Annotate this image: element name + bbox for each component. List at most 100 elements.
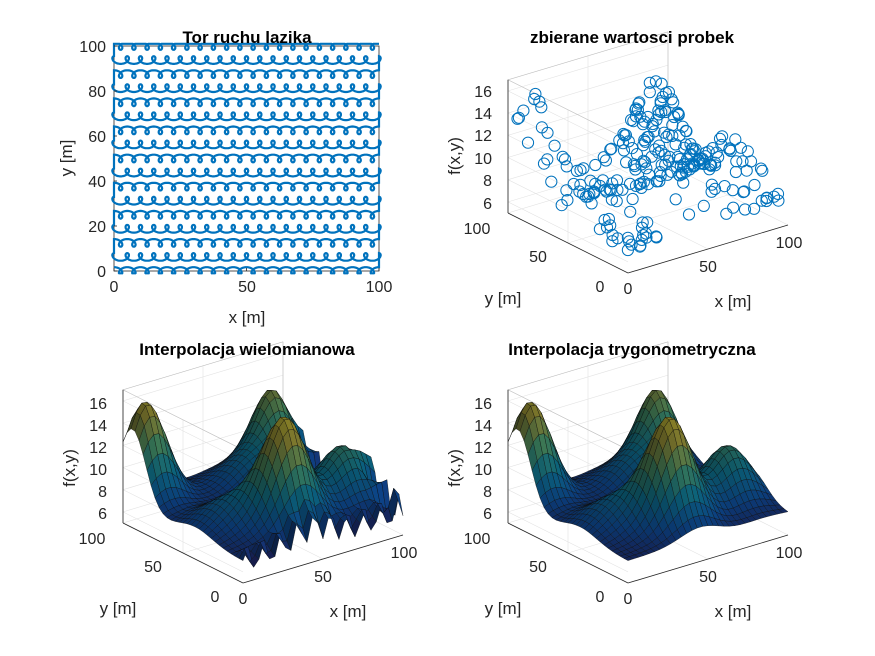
sample-marker (548, 139, 561, 152)
sample-marker (729, 133, 742, 146)
sample-marker (680, 125, 693, 138)
sample-marker (671, 106, 684, 119)
sample-marker (570, 164, 584, 177)
sample-marker (626, 192, 639, 206)
sample-marker (541, 153, 554, 166)
poly-ztick-4: 14 (89, 418, 107, 435)
sample-marker (610, 174, 624, 187)
sample-marker (703, 163, 716, 176)
poly-ztick-0: 6 (98, 506, 107, 523)
sample-marker (669, 193, 682, 206)
samples-xtick-0: 0 (624, 281, 633, 298)
panel-path: Tor ruchu lazika x [m] y [m] 0 50 100 0 … (57, 28, 392, 327)
poly-ytick-1: 50 (144, 559, 162, 576)
sample-marker (634, 110, 647, 123)
sample-marker (625, 113, 638, 127)
samples-markers (511, 75, 785, 257)
sample-marker (593, 223, 607, 236)
samples-ztick-0: 6 (483, 196, 492, 213)
sample-marker (604, 219, 617, 232)
samples-ztick-4: 14 (474, 106, 492, 123)
sample-marker (655, 144, 668, 157)
sample-marker (676, 120, 689, 133)
sample-marker (658, 148, 671, 161)
sample-marker (649, 143, 662, 156)
poly-ztick-5: 16 (89, 396, 107, 413)
panel-poly: Interpolacja wielomianowa x [m] y [m] f(… (60, 340, 417, 621)
sample-marker (748, 202, 761, 215)
sample-marker (760, 194, 773, 208)
sample-marker (665, 93, 678, 106)
trig-surface (507, 389, 789, 561)
path-ytick-1: 20 (88, 219, 106, 236)
sample-marker (653, 139, 666, 152)
sample-marker (533, 95, 546, 108)
sample-marker (754, 162, 768, 175)
trig-xtick-1: 50 (699, 569, 717, 586)
trig-ytick-0: 0 (596, 589, 605, 606)
samples-ylabel: y [m] (485, 289, 522, 308)
sample-marker (684, 138, 697, 151)
sample-marker (738, 185, 751, 198)
sample-marker (705, 185, 718, 198)
poly-title: Interpolacja wielomianowa (139, 340, 355, 359)
sample-marker (661, 168, 674, 181)
sample-marker (712, 151, 725, 164)
sample-marker (640, 231, 653, 244)
sample-marker (767, 190, 781, 203)
sample-marker (589, 158, 602, 172)
sample-marker (656, 90, 669, 104)
sample-marker (582, 190, 595, 203)
sample-marker (673, 129, 686, 142)
sample-marker (650, 231, 663, 244)
samples-ztick-1: 8 (483, 173, 492, 190)
samples-xtick-1: 50 (699, 259, 717, 276)
sample-marker (636, 216, 649, 229)
sample-marker (723, 143, 736, 156)
trig-ztick-4: 14 (474, 418, 492, 435)
path-axes-box (113, 45, 380, 272)
panel-samples: zbierane wartosci probek x [m] y [m] f(x… (445, 28, 802, 311)
sample-marker (620, 156, 633, 169)
sample-marker (511, 112, 524, 125)
sample-marker (738, 203, 752, 216)
sample-marker (718, 180, 731, 193)
sample-marker (649, 75, 663, 88)
sample-marker (740, 164, 753, 177)
sample-marker (706, 142, 719, 155)
sample-marker (610, 195, 623, 208)
trig-ztick-2: 10 (474, 462, 492, 479)
sample-marker (635, 181, 648, 194)
sample-marker (730, 155, 743, 168)
sample-marker (652, 108, 666, 121)
sample-marker (710, 146, 723, 159)
sample-marker (545, 175, 558, 188)
sample-marker (619, 129, 633, 142)
path-title: Tor ruchu lazika (182, 28, 312, 47)
trig-ztick-3: 12 (474, 440, 492, 457)
sample-marker (624, 205, 637, 218)
path-xtick-0: 0 (110, 279, 119, 296)
path-ytick-4: 80 (88, 84, 106, 101)
sample-marker (574, 178, 587, 191)
poly-xlabel: x [m] (330, 602, 367, 621)
trig-xtick-0: 0 (624, 591, 633, 608)
sample-marker (602, 212, 616, 226)
sample-marker (558, 153, 572, 166)
sample-marker (670, 160, 683, 173)
sample-marker (555, 199, 568, 212)
sample-marker (535, 101, 548, 114)
sample-marker (655, 77, 668, 90)
sample-marker (604, 143, 617, 156)
poly-xtick-1: 50 (314, 569, 332, 586)
samples-zlabel: f(x,y) (445, 137, 464, 175)
sample-marker (716, 130, 729, 143)
trig-xtick-2: 100 (776, 545, 803, 562)
trig-ytick-2: 100 (464, 531, 491, 548)
samples-ytick-0: 0 (596, 279, 605, 296)
path-ytick-0: 0 (97, 264, 106, 281)
sample-marker (633, 96, 646, 109)
surface-patch (778, 508, 789, 514)
sample-marker (640, 162, 653, 175)
sample-marker (633, 240, 647, 253)
